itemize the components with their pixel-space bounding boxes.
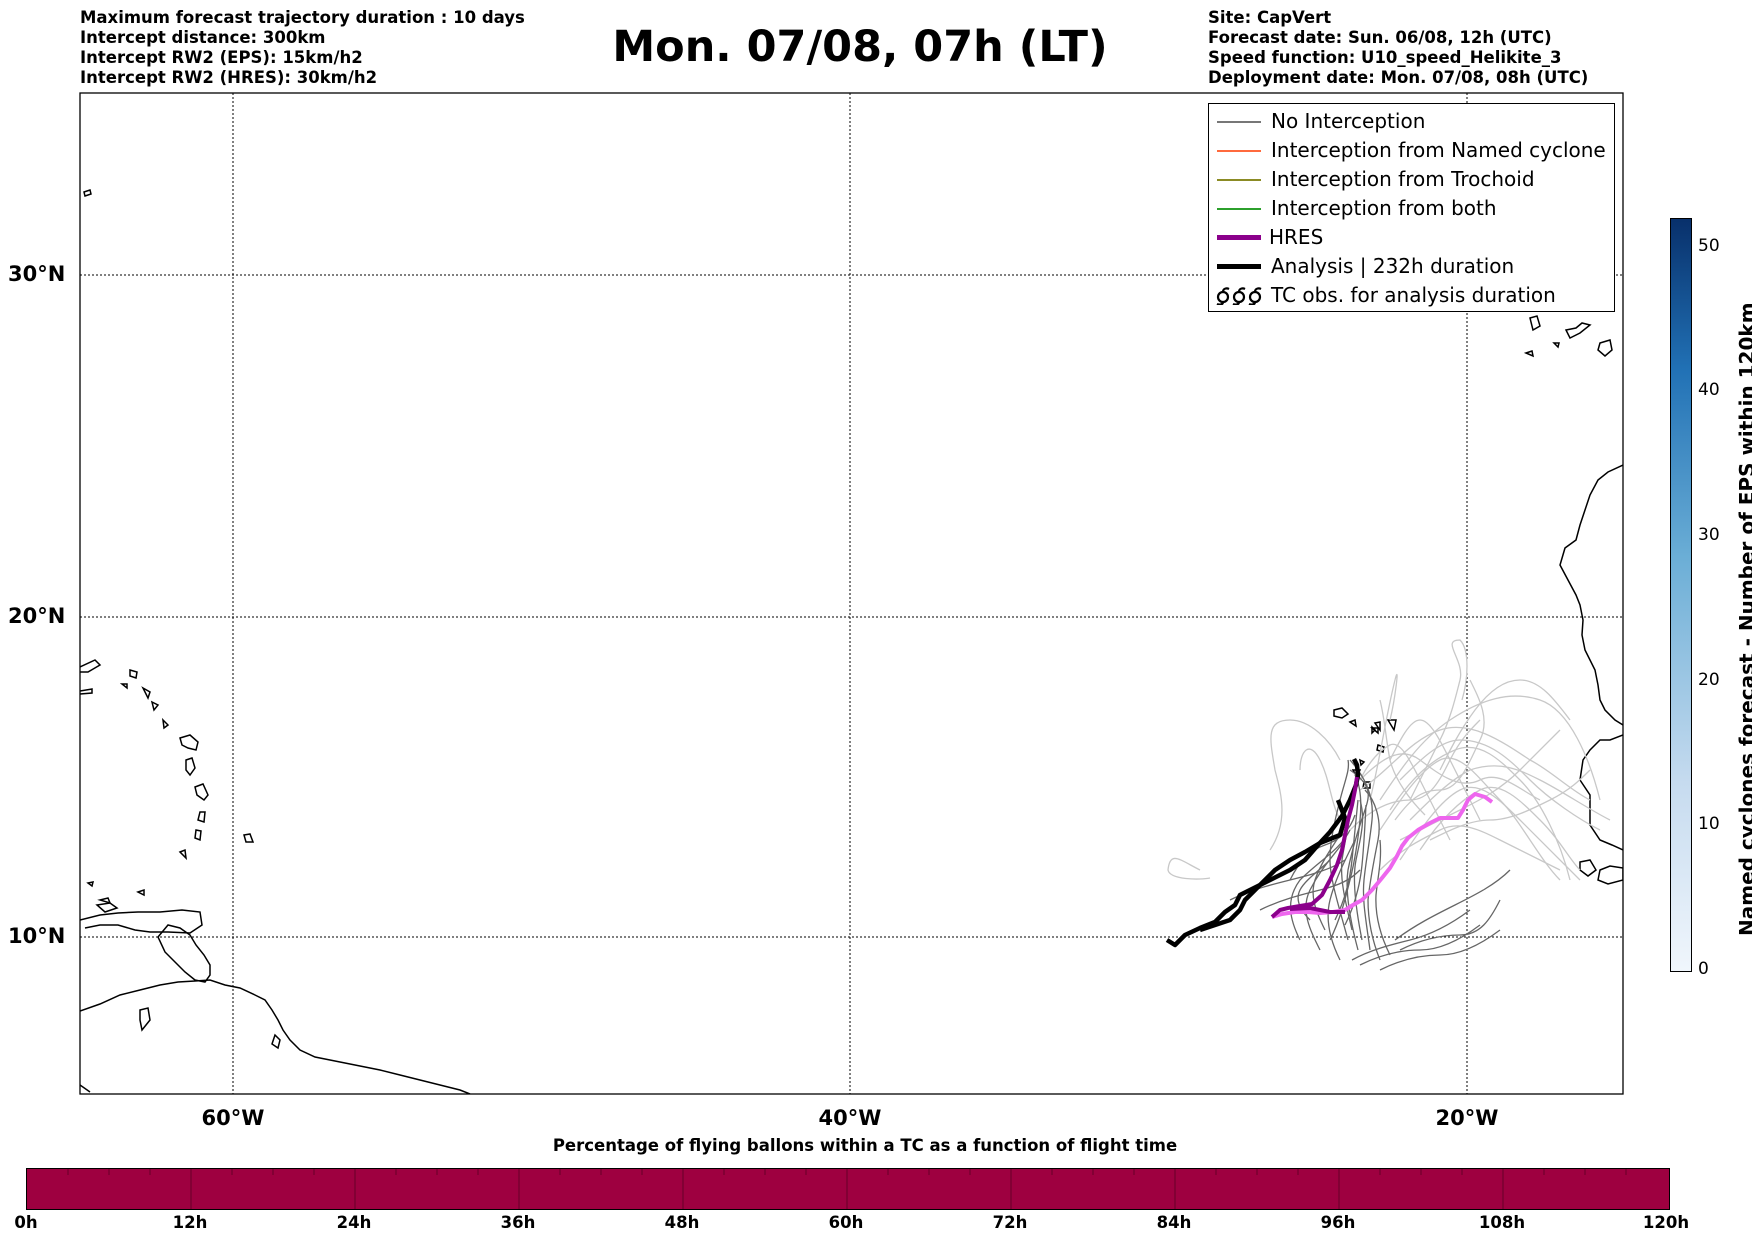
flight-bar-ticks [67,1169,1627,1209]
lon-label-40w: 40°W [818,1106,882,1130]
flight-bar-tick: 60h [828,1213,864,1232]
eps-trajectories-near [1229,759,1511,971]
flight-bar-tick: 120h [1642,1213,1690,1232]
flight-bar-tick: 72h [992,1213,1028,1232]
flight-bar-tick: 36h [500,1213,536,1232]
legend: No Interception Interception from Named … [1208,103,1615,312]
header-left-line-3: Intercept RW2 (EPS): 15km/h2 [80,48,363,67]
lat-label-30n: 30°N [8,262,66,286]
lat-label-20n: 20°N [8,604,66,628]
legend-swatch [1217,150,1261,152]
colorbar-tick: 20 [1698,670,1720,690]
cyclone-colorbar [1670,218,1692,972]
colorbar-tick: 50 [1698,236,1720,256]
colorbar-tick: 30 [1698,525,1720,545]
legend-label: No Interception [1271,109,1426,133]
eps-trajectories-far [1167,639,1611,881]
colorbar-tick: 0 [1698,959,1709,979]
header-left: Maximum forecast trajectory duration : 1… [80,8,525,88]
coastlines [80,189,1623,1094]
flight-bar-tick: 12h [172,1213,208,1232]
flight-bar-tick: 48h [664,1213,700,1232]
flight-bar-tick: 0h [14,1213,38,1232]
flight-bar-title: Percentage of flying ballons within a TC… [552,1136,1178,1155]
header-right-line-4: Deployment date: Mon. 07/08, 08h (UTC) [1208,68,1589,87]
colorbar-label: Named cyclones forecast - Number of EPS … [1735,302,1752,936]
header-right: Site: CapVert Forecast date: Sun. 06/08,… [1208,8,1588,88]
legend-swatch [1217,179,1261,181]
flight-bar-tick: 108h [1478,1213,1526,1232]
lat-label-10n: 10°N [8,924,66,948]
lon-label-60w: 60°W [201,1106,265,1130]
flight-bar-tick: 84h [1156,1213,1192,1232]
legend-label: Interception from Named cyclone [1271,138,1606,162]
colorbar-tick: 10 [1698,814,1720,834]
header-right-line-3: Speed function: U10_speed_Helikite_3 [1208,48,1562,67]
lon-label-20w: 20°W [1435,1106,1499,1130]
header-left-line-2: Intercept distance: 300km [80,28,326,47]
legend-label: TC obs. for analysis duration [1271,283,1556,307]
header-left-line-4: Intercept RW2 (HRES): 30km/h2 [80,68,378,87]
map-frame [79,92,1624,1095]
hres-track [1270,776,1494,919]
legend-swatch [1217,121,1261,123]
flight-bar-tick: 96h [1320,1213,1356,1232]
legend-swatch [1217,264,1261,269]
map-title: Mon. 07/08, 07h (LT) [612,22,1108,72]
colorbar-tick: 40 [1698,380,1720,400]
flight-time-bar [26,1168,1670,1210]
header-right-line-1: Site: CapVert [1208,8,1332,27]
header-left-line-1: Maximum forecast trajectory duration : 1… [80,8,525,27]
flight-bar-tick: 24h [336,1213,372,1232]
legend-swatch [1217,208,1261,210]
legend-label: HRES [1269,225,1324,249]
legend-swatch [1217,235,1261,240]
legend-label: Interception from both [1271,196,1497,220]
legend-label: Interception from Trochoid [1271,167,1535,191]
legend-label: Analysis | 232h duration [1271,254,1515,278]
cyclone-symbol-icon [1216,287,1262,305]
header-right-line-2: Forecast date: Sun. 06/08, 12h (UTC) [1208,28,1552,47]
